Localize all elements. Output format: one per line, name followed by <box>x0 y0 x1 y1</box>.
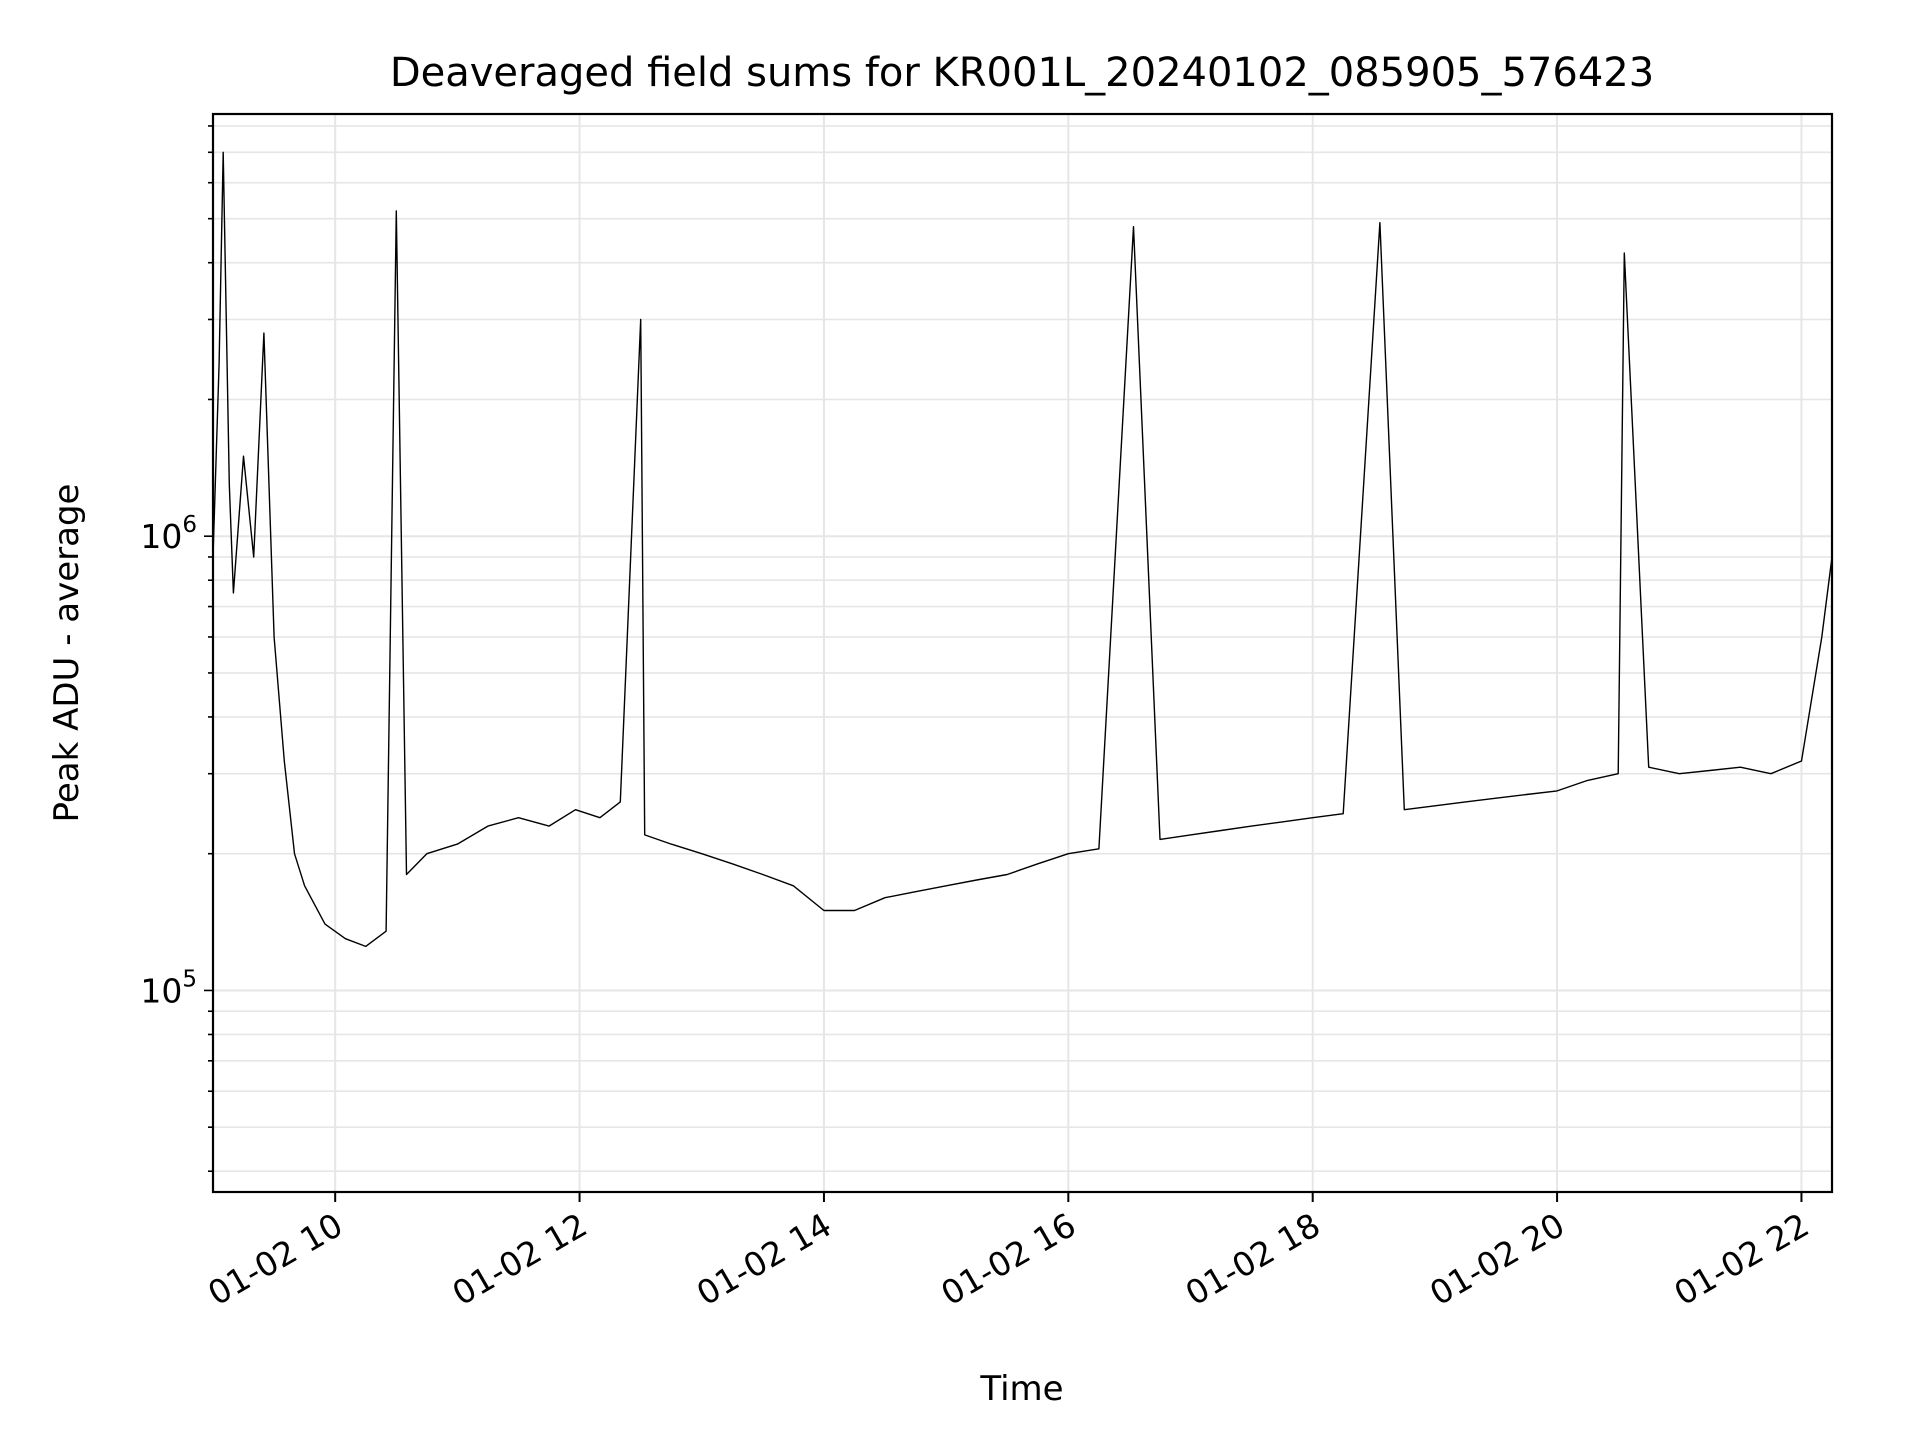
y-tick-label: 106 <box>140 512 197 556</box>
plot-frame <box>211 112 1834 1194</box>
y-axis: 105 106 <box>140 125 213 1173</box>
data-series-line <box>212 151 1833 948</box>
plot-area <box>212 151 1833 948</box>
y-axis-label: Peak ADU - average <box>47 484 87 823</box>
chart-title: Deaveraged field sums for KR001L_2024010… <box>390 50 1654 96</box>
y-tick-label: 105 <box>140 966 197 1010</box>
grid <box>213 114 1832 1192</box>
x-axis-label: Time <box>979 1369 1063 1409</box>
